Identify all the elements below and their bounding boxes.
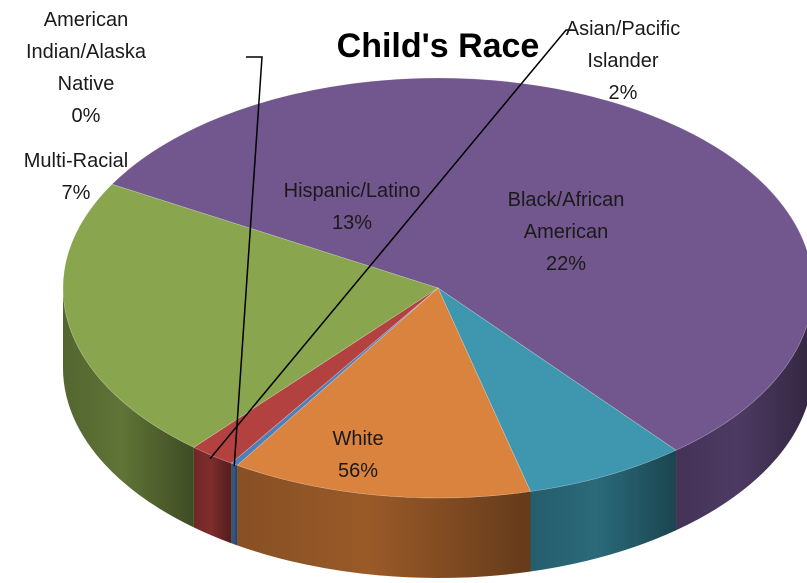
data-label-line: American (524, 221, 608, 243)
data-label-asian-pacific-islander: Asian/Pacific Islander 2% (566, 18, 681, 104)
pie-side-shading (63, 288, 194, 528)
data-label-line: 22% (546, 253, 586, 275)
data-label-line: Indian/Alaska (26, 41, 147, 63)
data-label-line: Islander (587, 50, 658, 72)
leader-line-american-indian-alaska-native (233, 56, 263, 467)
pie-side-shading (676, 325, 807, 531)
pie-slice-white (111, 77, 807, 451)
data-label-line: 7% (62, 182, 91, 204)
data-labels: White 56% Multi-Racial 7% Hispanic/Latino 13%… (24, 9, 680, 482)
data-label-multi-racial: Multi-Racial 7% (24, 150, 128, 204)
pie-side-walls (63, 288, 807, 579)
data-label-line: Multi-Racial (24, 150, 128, 172)
pie-side-shading (231, 463, 238, 546)
data-label-line: Hispanic/Latino (284, 180, 421, 202)
data-label-line: Asian/Pacific (566, 18, 681, 40)
pie-side-shading (530, 450, 677, 572)
data-label-white: White 56% (332, 428, 383, 482)
leader-lines (209, 29, 574, 467)
data-label-line: Black/African (508, 189, 625, 211)
data-label-line: Native (58, 73, 115, 95)
leader-line-asian-pacific-islander (209, 29, 574, 460)
data-label-line: White (332, 428, 383, 450)
data-label-line: American (44, 9, 128, 31)
pie-slice-black-african-american (62, 183, 439, 448)
data-label-line: 56% (338, 460, 378, 482)
data-label-line: 0% (72, 105, 101, 127)
pie-side-shading (237, 465, 531, 579)
pie-slice-hispanic-latino (236, 287, 531, 499)
pie-slice-multi-racial (437, 287, 677, 492)
data-label-line: 2% (609, 82, 638, 104)
data-label-hispanic-latino: Hispanic/Latino 13% (284, 180, 421, 234)
pie-side-shading (193, 447, 232, 544)
chart-title: Child's Race (337, 27, 540, 65)
pie-slices (62, 77, 807, 499)
data-label-black-african-american: Black/African American 22% (508, 189, 625, 275)
data-label-american-indian-alaska-native: American Indian/Alaska Native 0% (26, 9, 147, 127)
data-label-line: 13% (332, 212, 372, 234)
